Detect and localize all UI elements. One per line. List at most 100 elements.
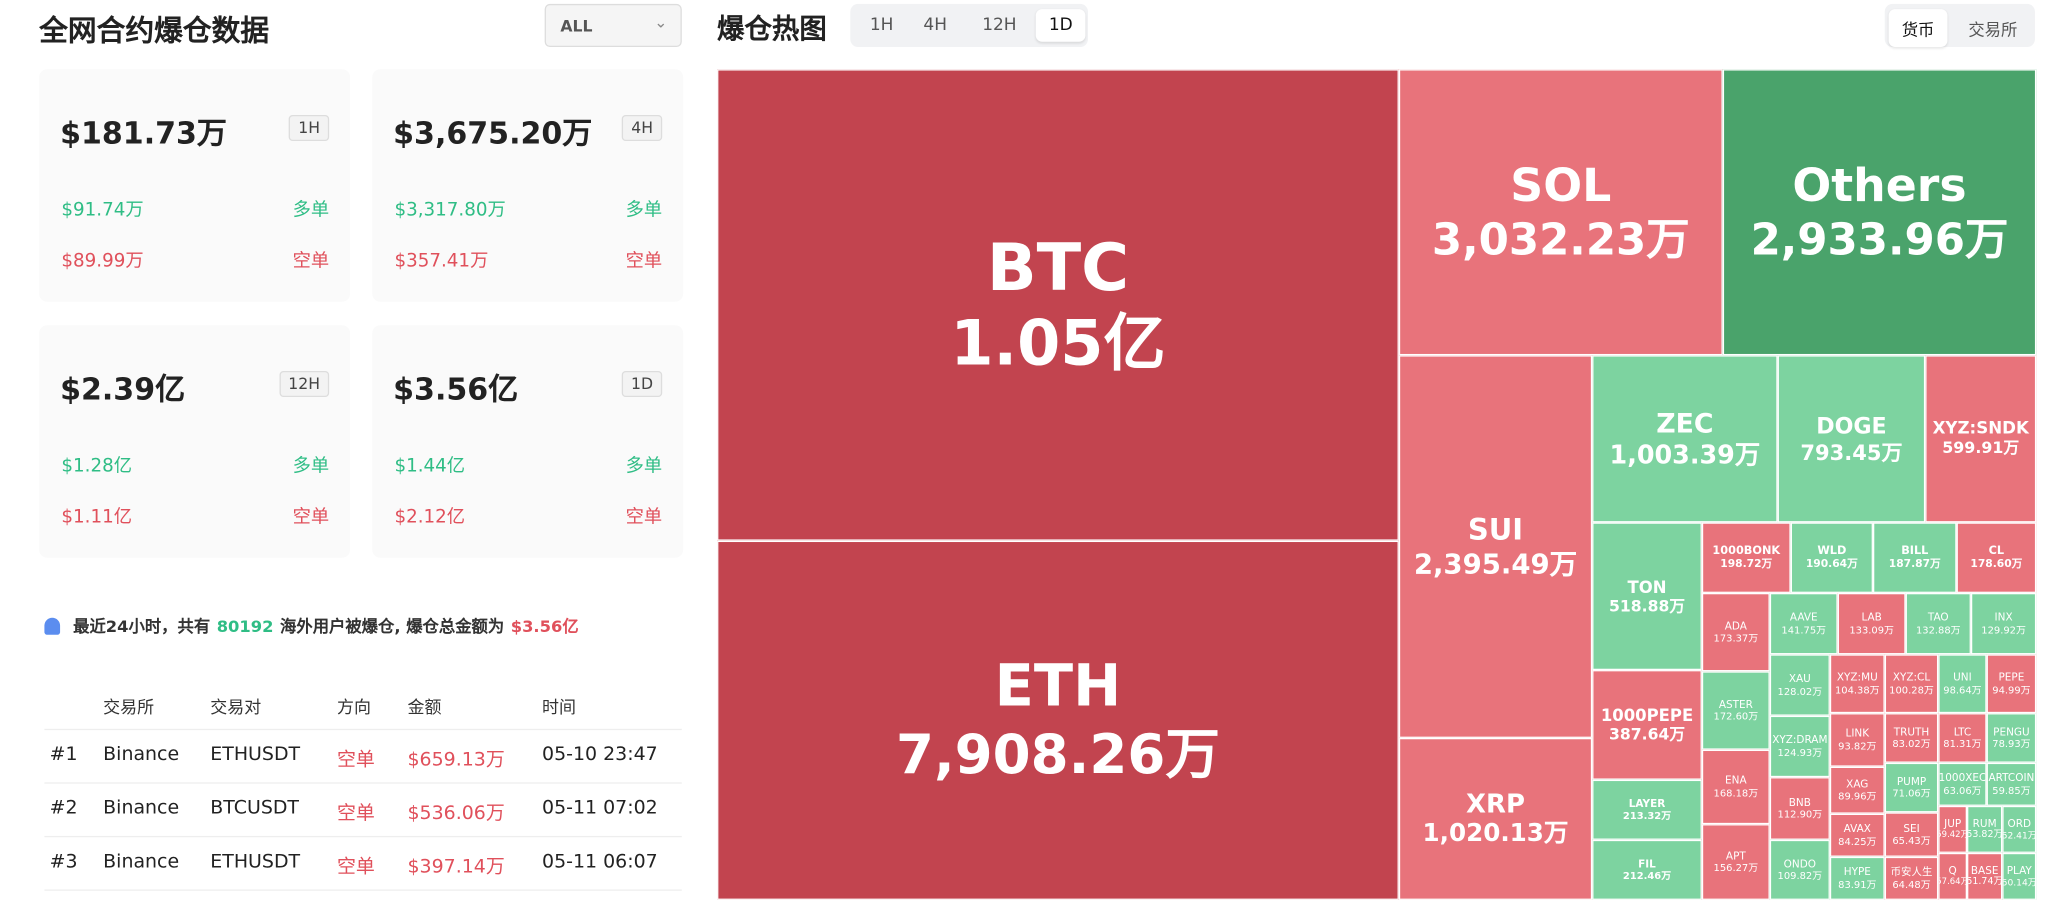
period-tab[interactable]: 1D: [1035, 9, 1086, 42]
heatmap-tile[interactable]: LTC 81.31万: [1938, 713, 1987, 763]
heatmap-tile[interactable]: TRUTH 83.02万: [1884, 713, 1939, 763]
tile-name: XYZ:CL: [1892, 671, 1931, 684]
heatmap-tile[interactable]: ETH 7,908.26万: [717, 540, 1399, 900]
tile-value: 2,395.49万: [1413, 547, 1578, 581]
tile-name: SOL: [1510, 158, 1612, 213]
heatmap-tile[interactable]: XYZ:MU 104.38万: [1829, 654, 1885, 714]
heatmap-tile[interactable]: UNI 98.64万: [1938, 654, 1987, 714]
table-cell: Binance: [103, 744, 180, 766]
heatmap-tile[interactable]: 币安人生 64.48万: [1884, 856, 1939, 900]
heatmap-tile[interactable]: AAVE 141.75万: [1769, 592, 1838, 655]
heatmap-tile[interactable]: TON 518.88万: [1592, 522, 1702, 671]
heatmap-tile[interactable]: BASE 51.74万: [1967, 852, 2003, 900]
tile-value: 83.02万: [1892, 738, 1931, 751]
heatmap-tile[interactable]: BNB 112.90万: [1769, 777, 1830, 840]
heatmap-tile[interactable]: 1000PEPE 387.64万: [1592, 670, 1702, 780]
table-rule: [44, 728, 682, 731]
heatmap-tile[interactable]: SEI 65.43万: [1884, 812, 1939, 857]
heatmap-tile[interactable]: Q57.64万: [1938, 852, 1968, 900]
heatmap-tile[interactable]: FIL 212.46万: [1592, 839, 1702, 900]
heatmap-tile[interactable]: AVAX 84.25万: [1829, 813, 1885, 857]
tile-value: 212.46万: [1622, 870, 1672, 882]
tile-value: 190.64万: [1805, 556, 1858, 570]
heatmap-tile[interactable]: Others 2,933.96万: [1722, 69, 2037, 356]
heatmap-tile[interactable]: PLAY 50.14万: [2002, 852, 2037, 900]
table-header: 交易对: [210, 698, 262, 719]
view-tab[interactable]: 交易所: [1968, 19, 2018, 40]
tile-name: DOGE: [1816, 412, 1887, 440]
tile-value: 53.82万: [1967, 828, 2003, 841]
short-amount: $1.11亿: [61, 506, 133, 528]
heatmap-tile[interactable]: ASTER 172.60万: [1701, 671, 1770, 750]
heatmap-tile[interactable]: 1000BONK 198.72万: [1701, 522, 1791, 593]
tile-name: UNI: [1953, 671, 1972, 684]
heatmap-tile[interactable]: CL 178.60万: [1956, 522, 2037, 593]
heatmap-tile[interactable]: ARTCOIN 59.85万: [1986, 762, 2037, 806]
short-amount: $89.99万: [61, 250, 144, 272]
heatmap-tile[interactable]: ONDO 109.82万: [1769, 839, 1830, 900]
notice-count: 80192: [216, 616, 274, 637]
heatmap-tile[interactable]: HYPE 83.91万: [1829, 856, 1885, 900]
tile-value: 109.82万: [1777, 870, 1823, 882]
tile-name: PENGU: [1993, 725, 2030, 738]
heatmap-tile[interactable]: XAU 128.02万: [1769, 654, 1830, 716]
stat-card: $2.39亿 12H $1.28亿 多单 $1.11亿 空单: [39, 325, 351, 558]
heatmap-tile[interactable]: ORD 52.41万: [2002, 805, 2037, 853]
heatmap-tile[interactable]: PEPE 94.99万: [1986, 654, 2037, 714]
heatmap-tile[interactable]: ADA 173.37万: [1701, 592, 1770, 672]
heatmap-tile[interactable]: PENGU 78.93万: [1986, 713, 2037, 763]
tile-name: INX: [1994, 611, 2013, 624]
period-badge: 1H: [289, 114, 330, 142]
period-tab[interactable]: 4H: [923, 15, 947, 36]
short-amount: $357.41万: [394, 250, 489, 272]
heatmap-tile[interactable]: DOGE 793.45万: [1777, 355, 1926, 523]
heatmap-tile[interactable]: BTC 1.05亿: [717, 69, 1399, 541]
tile-name: Q: [1948, 865, 1957, 877]
tile-value: 57.64万: [1940, 876, 1966, 887]
stat-card: $181.73万 1H $91.74万 多单 $89.99万 空单: [39, 69, 351, 302]
tile-value: 133.09万: [1849, 623, 1894, 636]
heatmap-tile[interactable]: XRP 1,020.13万: [1398, 737, 1593, 900]
heatmap-tile[interactable]: INX 129.92万: [1970, 592, 2037, 655]
period-tab[interactable]: 12H: [982, 15, 1017, 36]
heatmap-tile[interactable]: TAO 132.88万: [1905, 592, 1971, 655]
heatmap-tile[interactable]: BILL 187.87万: [1872, 522, 1957, 593]
tile-name: JUP: [1944, 818, 1962, 830]
heatmap-tile[interactable]: APT 156.27万: [1701, 824, 1770, 900]
heatmap-tile[interactable]: RUM 53.82万: [1967, 805, 2003, 853]
heatmap-tile[interactable]: WLD 190.64万: [1790, 522, 1873, 593]
tile-value: 1,020.13万: [1422, 819, 1569, 848]
tile-value: 51.74万: [1967, 875, 2003, 888]
tile-name: SUI: [1467, 512, 1524, 547]
tile-value: 168.18万: [1713, 787, 1759, 799]
heatmap-tile[interactable]: ZEC 1,003.39万: [1592, 355, 1778, 523]
tile-value: 81.31万: [1943, 738, 1982, 751]
heatmap-tile[interactable]: XYZ:DRAM 124.93万: [1769, 715, 1830, 778]
heatmap-tile[interactable]: LAYER 213.32万: [1592, 779, 1702, 840]
tile-name: HYPE: [1843, 866, 1871, 878]
tile-value: 71.06万: [1892, 787, 1931, 800]
heatmap-tile[interactable]: SUI 2,395.49万: [1398, 355, 1593, 738]
period-tab[interactable]: 1H: [869, 15, 894, 36]
tile-name: XAG: [1846, 777, 1869, 790]
heatmap-tile[interactable]: JUP59.42万: [1938, 805, 1968, 853]
heatmap-tile[interactable]: LINK 93.82万: [1829, 713, 1885, 767]
heatmap-tile[interactable]: XYZ:CL 100.28万: [1884, 654, 1939, 714]
heatmap-tile[interactable]: SOL 3,032.23万: [1398, 69, 1723, 356]
heatmap-tile[interactable]: 1000XEC 63.06万: [1938, 762, 1987, 806]
tile-value: 2,933.96万: [1750, 213, 2009, 265]
heatmap-tile[interactable]: ENA 168.18万: [1701, 749, 1770, 825]
filter-select[interactable]: ALL ⌄: [544, 3, 682, 48]
heatmap-tile[interactable]: PUMP 71.06万: [1884, 762, 1939, 813]
table-cell: #3: [49, 851, 78, 873]
heatmap-tile[interactable]: LAB 133.09万: [1837, 592, 1906, 655]
tile-name: RUM: [1972, 817, 1997, 830]
heatmap-tile[interactable]: XYZ:SNDK 599.91万: [1925, 355, 2037, 523]
tile-value: 1.05亿: [950, 308, 1166, 381]
heatmap-tile[interactable]: XAG 89.96万: [1829, 766, 1885, 814]
view-tab[interactable]: 货币: [1888, 9, 1948, 48]
tile-value: 3,032.23万: [1431, 213, 1690, 265]
tile-name: TAO: [1927, 611, 1949, 624]
tile-name: ENA: [1725, 774, 1747, 787]
